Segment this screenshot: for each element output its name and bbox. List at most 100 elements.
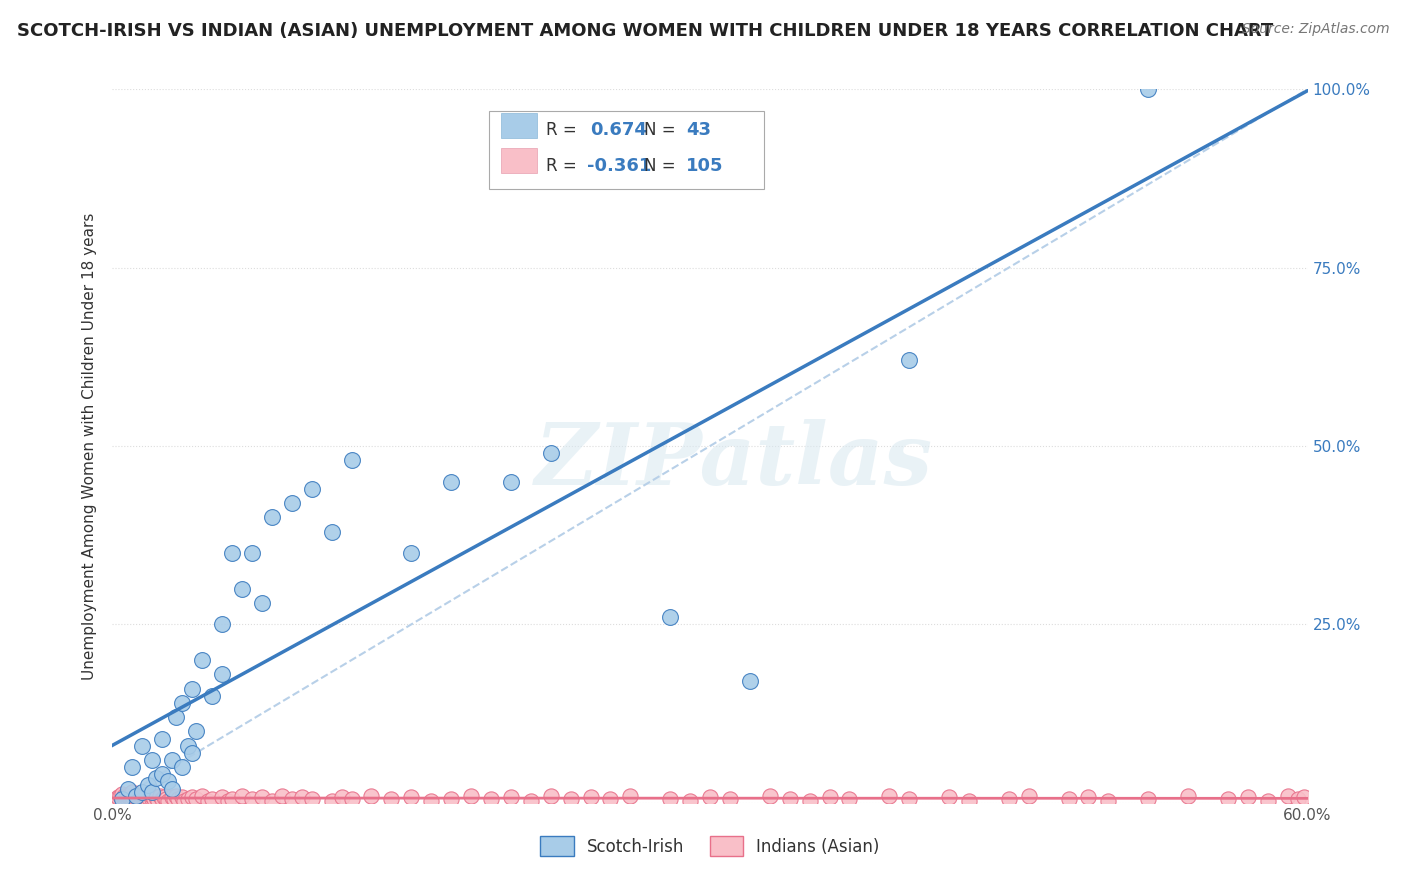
Point: [197, 794, 219, 808]
Point: [499, 475, 522, 489]
Point: [560, 792, 582, 806]
Point: [401, 790, 423, 805]
Point: [217, 794, 239, 808]
Point: [162, 781, 183, 796]
Point: [172, 760, 194, 774]
Point: [107, 790, 129, 805]
Point: [127, 790, 149, 805]
Text: R =: R =: [547, 157, 582, 175]
Point: [540, 446, 562, 460]
Point: [138, 778, 160, 792]
Point: [111, 792, 134, 806]
Point: [131, 785, 153, 799]
Text: Source: ZipAtlas.com: Source: ZipAtlas.com: [1241, 22, 1389, 37]
Point: [110, 789, 132, 803]
Point: [201, 689, 224, 703]
Point: [1216, 792, 1239, 806]
FancyBboxPatch shape: [501, 148, 537, 173]
Point: [1057, 792, 1080, 806]
Point: [879, 789, 901, 803]
Point: [115, 790, 138, 805]
FancyBboxPatch shape: [501, 112, 537, 137]
Point: [134, 789, 156, 803]
Point: [1097, 794, 1119, 808]
Point: [165, 710, 187, 724]
Point: [301, 792, 323, 806]
Point: [162, 790, 183, 805]
Text: ZIPatlas: ZIPatlas: [534, 418, 934, 502]
Point: [838, 792, 860, 806]
Point: [114, 789, 135, 803]
Point: [127, 792, 149, 806]
Point: [250, 790, 273, 805]
Point: [340, 453, 363, 467]
Point: [460, 789, 482, 803]
Point: [117, 789, 139, 803]
Point: [281, 792, 304, 806]
Point: [1257, 794, 1279, 808]
Point: [699, 790, 721, 805]
Point: [599, 792, 621, 806]
Point: [177, 739, 200, 753]
Point: [115, 794, 138, 808]
Point: [211, 790, 233, 805]
Point: [129, 789, 152, 803]
Point: [679, 794, 702, 808]
Point: [440, 792, 463, 806]
Point: [1237, 790, 1260, 805]
Point: [105, 792, 128, 806]
Text: -0.361: -0.361: [586, 157, 651, 175]
Point: [619, 789, 641, 803]
Point: [321, 524, 343, 539]
Point: [1077, 790, 1099, 805]
Point: [380, 792, 402, 806]
Point: [111, 792, 134, 806]
Point: [181, 746, 204, 760]
Point: [270, 789, 292, 803]
Point: [659, 792, 682, 806]
Point: [148, 794, 170, 808]
Point: [898, 792, 921, 806]
Point: [240, 546, 263, 560]
Point: [120, 792, 142, 806]
Text: N =: N =: [644, 121, 681, 139]
Point: [250, 596, 273, 610]
Point: [129, 792, 152, 806]
Point: [181, 790, 204, 805]
Point: [1137, 792, 1160, 806]
Point: [330, 790, 353, 805]
Point: [153, 790, 176, 805]
Point: [221, 546, 243, 560]
Point: [121, 789, 143, 803]
Point: [1177, 789, 1199, 803]
Point: [138, 794, 160, 808]
Point: [121, 785, 143, 799]
Point: [191, 653, 214, 667]
Point: [125, 789, 148, 803]
Point: [131, 790, 153, 805]
Point: [114, 792, 135, 806]
Point: [211, 667, 233, 681]
Point: [231, 582, 253, 596]
Point: [172, 790, 194, 805]
Point: [499, 790, 522, 805]
Point: [1292, 790, 1315, 805]
Point: [155, 792, 177, 806]
Point: [145, 771, 167, 785]
Point: [1277, 789, 1299, 803]
Point: [1018, 789, 1040, 803]
Point: [121, 792, 143, 806]
Point: [240, 792, 263, 806]
Point: [1137, 82, 1160, 96]
Point: [211, 617, 233, 632]
Point: [1286, 792, 1309, 806]
Point: [177, 792, 200, 806]
Point: [125, 792, 148, 806]
Point: [401, 546, 423, 560]
Point: [141, 792, 163, 806]
Point: [779, 792, 801, 806]
Point: [181, 681, 204, 696]
Point: [157, 794, 180, 808]
Y-axis label: Unemployment Among Women with Children Under 18 years: Unemployment Among Women with Children U…: [82, 212, 97, 680]
Point: [172, 696, 194, 710]
